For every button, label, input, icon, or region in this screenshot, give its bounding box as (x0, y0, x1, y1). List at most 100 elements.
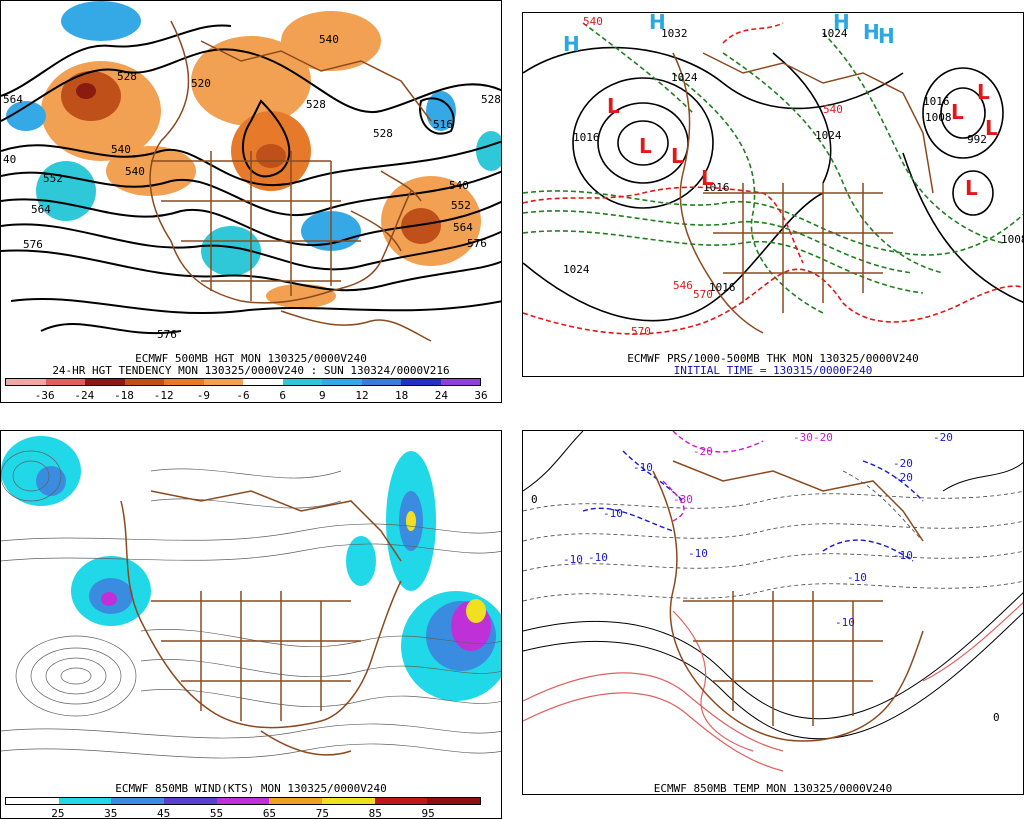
colorbar-swatch (124, 379, 164, 385)
colorbar-tick-label: 9 (319, 389, 326, 402)
colorbar-swatch (374, 798, 428, 804)
contour-label: 552 (43, 172, 63, 185)
colorbar-tick-label: 12 (355, 389, 369, 402)
colorbar-swatch (427, 798, 481, 804)
colorbar-tick-label: 55 (209, 807, 224, 819)
height-contour-labels: 564 540 528 520 528 516 528 540 552 564 … (3, 33, 501, 341)
contour-label: 576 (467, 237, 487, 250)
colorbar-swatch (45, 379, 85, 385)
colorbar-tick-label: -12 (153, 389, 174, 402)
contour-label: 576 (23, 238, 43, 251)
colorbar-tick-label: 18 (395, 389, 409, 402)
caption-line-2: 24-HR HGT TENDENCY MON 130325/0000V240 :… (52, 364, 450, 377)
colorbar-tick-label: 65 (262, 807, 277, 819)
colorbar-swatch (164, 798, 217, 804)
colorbar-tick-label: 45 (157, 807, 171, 819)
contour-label: 540 (319, 33, 339, 46)
geographic-borders (120, 490, 402, 756)
map-thickness-pressure: 1032 1024 1016 1024 1024 1016 1016 1024 … (523, 13, 1024, 338)
low-marker: L (965, 176, 978, 200)
temp-label: -10 (835, 616, 855, 629)
contour-label: 528 (306, 98, 326, 111)
colorbar-tick-label: -9 (196, 389, 210, 402)
colorbar-swatch (243, 379, 283, 385)
temp-contours-warm (523, 602, 1023, 772)
map-850mb-temp: -20 -20 -30 -20 -10 -10 -10 -10 -10 -20 … (523, 431, 1023, 772)
colorbar-tick-label: 35 (104, 807, 118, 819)
colorbar-swatch (111, 798, 165, 804)
high-markers: H H H H H (563, 13, 895, 56)
contour-label: 540 (449, 179, 469, 192)
geographic-borders (672, 52, 934, 334)
tendency-colorbar-ticks: -36 -24 -18 -12 -9 -6 6 9 12 18 24 36 (5, 389, 488, 402)
temp-label: 0 (531, 493, 538, 506)
thickness-label: 540 (823, 103, 843, 116)
geographic-borders (149, 20, 432, 342)
colorbar-swatch (203, 379, 243, 385)
colorbar-swatch (6, 379, 46, 385)
temp-label: -10 (563, 553, 583, 566)
colorbar-swatch (216, 798, 270, 804)
height-tendency-fills (6, 1, 501, 308)
high-marker: H (833, 13, 850, 34)
colorbar-tick-label: 6 (279, 389, 286, 402)
temp-label: -30 (793, 431, 813, 444)
colorbar-tick-label: -24 (74, 389, 95, 402)
pressure-labels: 1032 1024 1016 1024 1024 1016 1016 1024 … (563, 27, 1024, 294)
thickness-contours-warm (523, 22, 1023, 335)
temp-label: -10 (688, 547, 708, 560)
high-marker: H (878, 24, 895, 48)
colorbar-tick-label: -36 (34, 389, 55, 402)
contour-label: 528 (481, 93, 501, 106)
colorbar-tick-label: 36 (474, 389, 488, 402)
colorbar-swatch (361, 379, 401, 385)
temp-label: -10 (893, 549, 913, 562)
isobar-label: 1016 (709, 281, 736, 294)
temp-contours-negative (582, 450, 924, 562)
temp-label: -20 (893, 471, 913, 484)
map-850mb-wind (1, 436, 501, 759)
low-marker: L (985, 116, 998, 140)
colorbar-tick-label: 25 (51, 807, 65, 819)
contour-label: 576 (157, 328, 177, 341)
wind-colorbar (5, 797, 481, 805)
colorbar-tick-label: -6 (236, 389, 250, 402)
low-marker: L (701, 166, 714, 190)
isobar-label: 1032 (661, 27, 688, 40)
low-markers: L L L L L L L L (607, 80, 998, 200)
panel-850mb-wind: ECMWF 850MB WIND(KTS) MON 130325/0000V24… (0, 430, 502, 819)
temp-label: -30 (673, 493, 693, 506)
wind-colorbar-ticks: 25 35 45 55 65 75 85 95 (5, 807, 481, 819)
low-marker: L (977, 80, 990, 104)
isobar-label: 1024 (563, 263, 590, 276)
geographic-borders (652, 460, 924, 742)
colorbar-swatch (282, 379, 322, 385)
contour-label: 516 (433, 118, 453, 131)
colorbar-swatch (85, 379, 125, 385)
thickness-contours-cold (523, 22, 1023, 314)
contour-label: 520 (191, 77, 211, 90)
panel-850mb-temp: -20 -20 -30 -20 -10 -10 -10 -10 -10 -20 … (522, 430, 1024, 795)
isobar-label: 1024 (821, 27, 848, 40)
contour-label: 528 (117, 70, 137, 83)
colorbar-tick-label: -18 (114, 389, 134, 402)
colorbar-swatch (401, 379, 441, 385)
isobars (523, 46, 1023, 322)
temp-label: -10 (603, 507, 623, 520)
temp-label: -10 (633, 461, 653, 474)
isobar-label: 1008 (1001, 233, 1024, 246)
caption: ECMWF 850MB WIND(KTS) MON 130325/0000V24… (115, 782, 387, 795)
temp-label: 0 (993, 711, 1000, 724)
temp-label: -20 (693, 445, 713, 458)
colorbar-swatch (58, 798, 112, 804)
colorbar-swatch (322, 379, 362, 385)
caption-line-1: ECMWF 500MB HGT MON 130325/0000V240 (135, 352, 367, 365)
colorbar-swatch (322, 798, 375, 804)
panel-thickness-pressure: 1032 1024 1016 1024 1024 1016 1016 1024 … (522, 12, 1024, 377)
isobar-label: 1016 (703, 181, 730, 194)
low-marker: L (607, 94, 620, 118)
colorbar-swatch (6, 798, 59, 804)
isobar-label: 992 (967, 133, 987, 146)
isobar-label: 1024 (671, 71, 698, 84)
temp-contours-solid (523, 431, 1023, 740)
